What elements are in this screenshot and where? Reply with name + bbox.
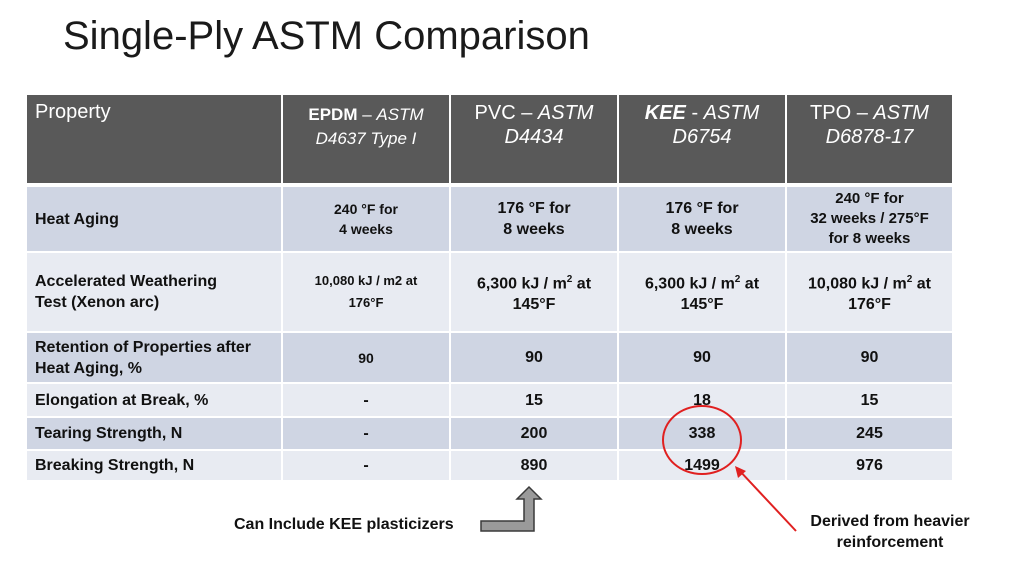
red-arrowhead-icon <box>735 466 746 478</box>
row-heat-aging-tpo: 240 °F for 32 weeks / 275°F for 8 weeks <box>786 185 954 253</box>
table-row-retention: Retention of Properties after Heat Aging,… <box>27 332 954 384</box>
header-tpo: TPO – ASTM D6878-17 <box>786 95 954 187</box>
slide-title: Single-Ply ASTM Comparison <box>63 14 590 58</box>
cell-line: Heat Aging, % <box>35 359 142 377</box>
header-epdm-std2: D4637 Type I <box>315 129 417 148</box>
superscript: 2 <box>906 273 913 285</box>
row-breaking-label: Breaking Strength, N <box>27 450 283 482</box>
header-pvc-sep: – <box>515 102 538 124</box>
row-breaking-tpo: 976 <box>786 450 954 482</box>
header-tpo-std1: ASTM <box>873 102 929 124</box>
row-heat-aging-label: Heat Aging <box>27 185 283 253</box>
row-weathering-kee: 6,300 kJ / m2 at 145°F <box>618 252 787 333</box>
cell-line: 32 weeks / 275°F <box>810 210 929 227</box>
row-elongation-tpo: 15 <box>786 383 954 418</box>
cell-line: 10,080 kJ / m2 at <box>314 273 418 288</box>
row-elongation-epdm: - <box>282 383 451 418</box>
cell-line: 6,300 kJ / m <box>476 275 567 293</box>
header-kee-name: KEE <box>644 102 686 124</box>
table-row-weathering: Accelerated Weathering Test (Xenon arc) 1… <box>27 252 954 333</box>
row-heat-aging-epdm: 240 °F for 4 weeks <box>282 185 451 253</box>
cell-line: Retention of Properties after <box>35 338 252 356</box>
row-retention-tpo: 90 <box>786 332 954 384</box>
header-epdm-sep: – <box>357 105 377 124</box>
table-row-elongation: Elongation at Break, % - 15 18 15 <box>27 383 954 418</box>
row-tearing-epdm: - <box>282 417 451 451</box>
cell-line: 240 °F for <box>835 190 904 207</box>
header-tpo-name: TPO <box>810 102 852 124</box>
row-retention-kee: 90 <box>618 332 787 384</box>
header-tpo-std2: D6878-17 <box>825 126 914 148</box>
header-pvc-name: PVC <box>474 102 516 124</box>
cell-line: 176 °F for <box>497 200 571 217</box>
cell-line: 4 weeks <box>339 221 393 237</box>
header-epdm: EPDM – ASTM D4637 Type I <box>282 95 451 187</box>
cell-line: 8 weeks <box>503 221 565 238</box>
cell-line: at <box>740 275 760 293</box>
cell-line: Test (Xenon arc) <box>35 294 160 311</box>
note-line: reinforcement <box>836 534 944 551</box>
header-pvc: PVC – ASTM D4434 <box>450 95 619 187</box>
cell-line: 176°F <box>348 295 384 310</box>
row-heat-aging-pvc: 176 °F for 8 weeks <box>450 185 619 253</box>
header-property: Property <box>27 95 283 187</box>
header-epdm-std1: ASTM <box>376 105 424 124</box>
row-weathering-tpo: 10,080 kJ / m2 at 176°F <box>786 252 954 333</box>
cell-line: at <box>572 275 592 293</box>
red-arrow-line <box>737 468 797 532</box>
note-reinforcement: Derived from heavier reinforcement <box>790 511 990 553</box>
header-kee-std2: D6754 <box>672 126 732 148</box>
cell-line: 240 °F for <box>334 201 398 217</box>
row-breaking-epdm: - <box>282 450 451 482</box>
cell-line: 8 weeks <box>671 221 733 238</box>
table-header-row: Property EPDM – ASTM D4637 Type I PVC – … <box>27 95 954 187</box>
row-elongation-pvc: 15 <box>450 383 619 418</box>
table-row-heat-aging: Heat Aging 240 °F for 4 weeks 176 °F for 8… <box>27 185 954 253</box>
row-tearing-pvc: 200 <box>450 417 619 451</box>
row-retention-epdm: 90 <box>282 332 451 384</box>
row-tearing-tpo: 245 <box>786 417 954 451</box>
header-kee: KEE - ASTM D6754 <box>618 95 787 187</box>
cell-line: 176 °F for <box>665 200 739 217</box>
row-tearing-label: Tearing Strength, N <box>27 417 283 451</box>
note-kee-plasticizers: Can Include KEE plasticizers <box>234 516 454 533</box>
cell-line: at <box>912 275 931 293</box>
header-pvc-std1: ASTM <box>537 102 594 124</box>
row-retention-pvc: 90 <box>450 332 619 384</box>
cell-line: 145°F <box>680 296 724 314</box>
row-heat-aging-kee: 176 °F for 8 weeks <box>618 185 787 253</box>
superscript: 2 <box>734 273 741 285</box>
row-weathering-label: Accelerated Weathering Test (Xenon arc) <box>27 252 283 333</box>
row-weathering-epdm: 10,080 kJ / m2 at 176°F <box>282 252 451 333</box>
superscript: 2 <box>566 273 573 285</box>
header-pvc-std2: D4434 <box>504 126 564 148</box>
row-retention-label: Retention of Properties after Heat Aging,… <box>27 332 283 384</box>
note-line: Derived from heavier <box>810 513 970 530</box>
cell-line: 6,300 kJ / m <box>644 275 735 293</box>
row-elongation-label: Elongation at Break, % <box>27 383 283 418</box>
cell-line: 145°F <box>512 296 556 314</box>
row-breaking-pvc: 890 <box>450 450 619 482</box>
header-epdm-name: EPDM <box>308 105 358 124</box>
cell-line: 176°F <box>848 296 891 314</box>
highlight-circle <box>662 405 742 475</box>
cell-line: 10,080 kJ / m <box>808 275 907 293</box>
cell-line: for 8 weeks <box>828 230 911 247</box>
header-kee-sep: - <box>685 102 704 124</box>
bent-arrow-icon <box>480 485 543 532</box>
header-kee-std1: ASTM <box>703 102 760 124</box>
cell-line: Accelerated Weathering <box>35 273 217 290</box>
header-tpo-sep: – <box>851 102 874 124</box>
row-weathering-pvc: 6,300 kJ / m2 at 145°F <box>450 252 619 333</box>
